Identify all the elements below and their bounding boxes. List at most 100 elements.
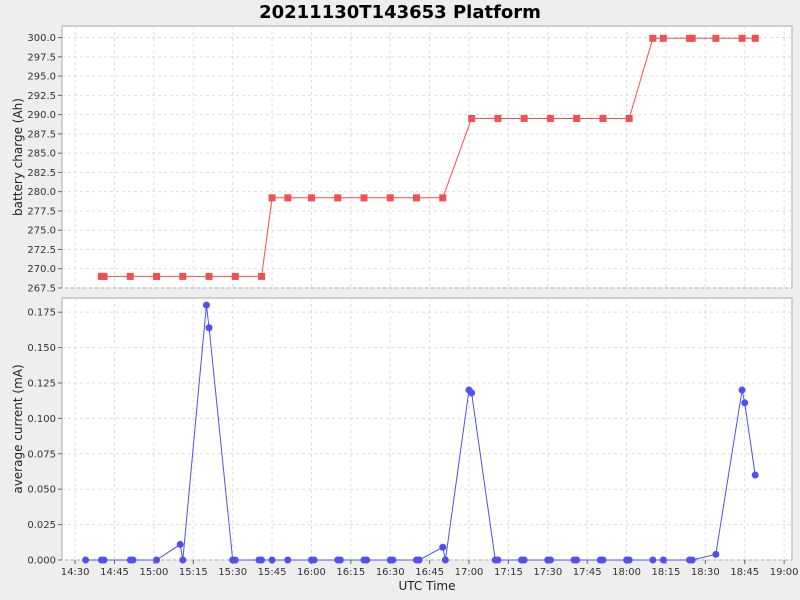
- x-tick-label: 15:30: [218, 567, 247, 578]
- data-point: [231, 272, 239, 280]
- data-point: [468, 114, 476, 122]
- data-point: [360, 194, 368, 202]
- y-tick-label: 0.175: [27, 308, 56, 319]
- data-point: [659, 34, 667, 42]
- data-point: [310, 556, 318, 564]
- x-tick-label: 16:00: [297, 567, 326, 578]
- x-tick-label: 18:00: [612, 567, 641, 578]
- x-tick-label: 15:15: [179, 567, 208, 578]
- data-point: [738, 386, 746, 394]
- y-tick-label: 0.150: [27, 343, 56, 354]
- x-tick-label: 14:30: [61, 567, 90, 578]
- data-point: [441, 556, 449, 564]
- data-point: [100, 556, 108, 564]
- y-tick-label: 282.5: [27, 168, 56, 179]
- x-axis: 14:30 14:45 15:00 15:15 15:30 15:45 16:00 16:15…: [61, 560, 799, 578]
- data-point: [573, 114, 581, 122]
- data-point: [599, 556, 607, 564]
- data-point: [334, 194, 342, 202]
- data-point: [712, 34, 720, 42]
- data-point: [179, 272, 187, 280]
- x-tick-label: 15:45: [258, 567, 287, 578]
- y-tick-label: 285.0: [27, 149, 56, 160]
- y-tick-label: 295.0: [27, 72, 56, 83]
- data-point: [179, 556, 187, 564]
- data-point: [205, 272, 213, 280]
- data-point: [573, 556, 581, 564]
- data-point: [153, 272, 161, 280]
- data-point: [100, 272, 108, 280]
- data-point: [307, 194, 315, 202]
- data-point: [258, 556, 266, 564]
- data-point: [126, 272, 134, 280]
- x-tick-label: 19:00: [770, 567, 799, 578]
- y-tick-label: 267.5: [27, 284, 56, 295]
- y-tick-label: 0.025: [27, 520, 56, 531]
- data-point: [412, 194, 420, 202]
- data-point: [712, 550, 720, 558]
- data-point: [468, 389, 476, 397]
- data-point: [625, 556, 633, 564]
- battery-charge-plot: 267.5 270.0 272.5 275.0 277.5 280.0 282.5 285.0…: [11, 25, 793, 295]
- y-tick-label: 290.0: [27, 110, 56, 121]
- y-tick-label: 0.000: [27, 556, 56, 567]
- x-tick-label: 16:45: [415, 567, 444, 578]
- data-point: [268, 194, 276, 202]
- data-point: [153, 556, 161, 564]
- y-tick-label: 280.0: [27, 187, 56, 198]
- data-point: [649, 34, 657, 42]
- data-point: [751, 471, 759, 479]
- y-axis-label: battery charge (Ah): [11, 98, 25, 216]
- data-point: [649, 556, 657, 564]
- data-point: [231, 556, 239, 564]
- data-point: [625, 114, 633, 122]
- data-point: [386, 194, 394, 202]
- data-point: [439, 543, 447, 551]
- data-point: [599, 114, 607, 122]
- data-point: [389, 556, 397, 564]
- x-tick-label: 17:45: [573, 567, 602, 578]
- data-point: [176, 540, 184, 548]
- x-axis-label: UTC Time: [399, 579, 456, 593]
- data-point: [202, 301, 210, 309]
- data-point: [284, 194, 292, 202]
- y-tick-label: 0.075: [27, 449, 56, 460]
- x-tick-label: 15:00: [139, 567, 168, 578]
- data-point: [82, 556, 90, 564]
- data-point: [751, 34, 759, 42]
- y-tick-label: 300.0: [27, 33, 56, 44]
- data-point: [738, 34, 746, 42]
- plot-area: [61, 25, 793, 289]
- chart-title: 20211130T143653 Platform: [259, 2, 541, 23]
- data-point: [205, 324, 213, 332]
- x-tick-label: 18:30: [691, 567, 720, 578]
- x-tick-label: 16:15: [336, 567, 365, 578]
- y-tick-label: 0.050: [27, 485, 56, 496]
- data-point: [284, 556, 292, 564]
- y-tick-label: 287.5: [27, 129, 56, 140]
- y-tick-label: 297.5: [27, 52, 56, 63]
- series-line: [101, 37, 756, 277]
- data-point: [258, 272, 266, 280]
- x-tick-label: 17:00: [455, 567, 484, 578]
- data-point: [363, 556, 371, 564]
- average-current-plot: 0.000 0.025 0.050 0.075 0.100 0.125 0.150 0.175…: [11, 297, 793, 567]
- data-point: [336, 556, 344, 564]
- x-tick-label: 18:15: [652, 567, 681, 578]
- x-tick-label: 16:30: [376, 567, 405, 578]
- data-point: [439, 194, 447, 202]
- data-point: [520, 114, 528, 122]
- data-point: [415, 556, 423, 564]
- y-tick-label: 292.5: [27, 91, 56, 102]
- data-point: [520, 556, 528, 564]
- data-point: [659, 556, 667, 564]
- y-tick-label: 275.0: [27, 226, 56, 237]
- data-point: [546, 556, 554, 564]
- y-tick-label: 0.100: [27, 414, 56, 425]
- x-tick-label: 17:30: [533, 567, 562, 578]
- data-point: [494, 556, 502, 564]
- plot-area: [61, 297, 793, 561]
- data-point: [741, 399, 749, 407]
- y-tick-label: 277.5: [27, 206, 56, 217]
